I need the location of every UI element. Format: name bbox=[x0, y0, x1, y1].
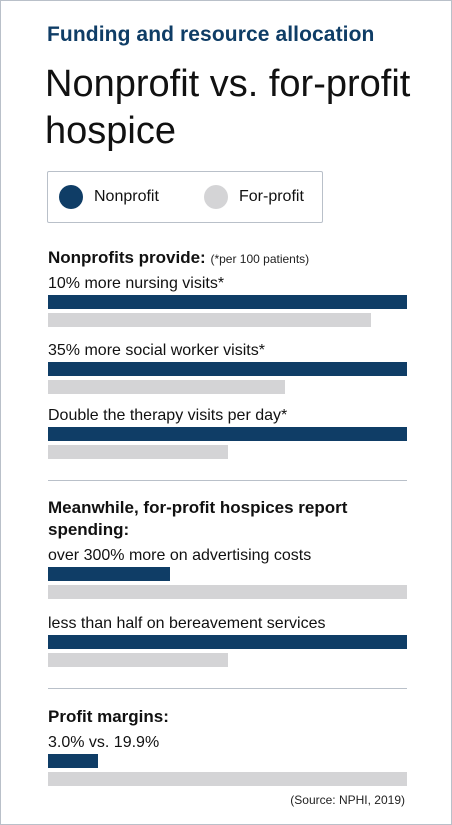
bar-label: over 300% more on advertising costs bbox=[48, 547, 312, 564]
bar-label: 10% more nursing visits* bbox=[48, 275, 225, 292]
bar-nonprofit bbox=[48, 754, 98, 768]
bar-nonprofit bbox=[48, 362, 407, 376]
bar-label: 3.0% vs. 19.9% bbox=[48, 734, 160, 751]
legend-swatch-forprofit bbox=[204, 185, 228, 209]
legend: Nonprofit For-profit bbox=[47, 171, 323, 223]
bar-forprofit bbox=[48, 313, 371, 327]
bar-label: Double the therapy visits per day* bbox=[48, 407, 288, 424]
bar-forprofit bbox=[48, 585, 407, 599]
source-note: (Source: NPHI, 2019) bbox=[290, 793, 405, 807]
legend-label-forprofit: For-profit bbox=[239, 188, 304, 205]
page-title: Nonprofit vs. for-profit hospice bbox=[45, 63, 411, 152]
bar-nonprofit bbox=[48, 295, 407, 309]
section-heading-margins: Profit margins: bbox=[48, 707, 169, 726]
section-note: (*per 100 patients) bbox=[210, 252, 310, 266]
bar-nonprofit bbox=[48, 635, 407, 649]
bar-label: less than half on bereavement services bbox=[48, 615, 326, 632]
section-heading-text: Nonprofits provide: bbox=[48, 248, 206, 267]
bar-nonprofit bbox=[48, 567, 170, 581]
section-divider bbox=[48, 688, 407, 689]
bar-forprofit bbox=[48, 380, 285, 394]
section-divider bbox=[48, 480, 407, 481]
kicker: Funding and resource allocation bbox=[47, 23, 375, 46]
section-heading-spending: Meanwhile, for-profit hospices report sp… bbox=[48, 498, 348, 539]
bar-nonprofit bbox=[48, 427, 407, 441]
bar-forprofit bbox=[48, 445, 228, 459]
bar-forprofit bbox=[48, 653, 228, 667]
legend-label-nonprofit: Nonprofit bbox=[94, 188, 159, 205]
bar-forprofit bbox=[48, 772, 407, 786]
bar-label: 35% more social worker visits* bbox=[48, 342, 265, 359]
section-heading-provide: Nonprofits provide: (*per 100 patients) bbox=[48, 247, 309, 270]
legend-swatch-nonprofit bbox=[59, 185, 83, 209]
